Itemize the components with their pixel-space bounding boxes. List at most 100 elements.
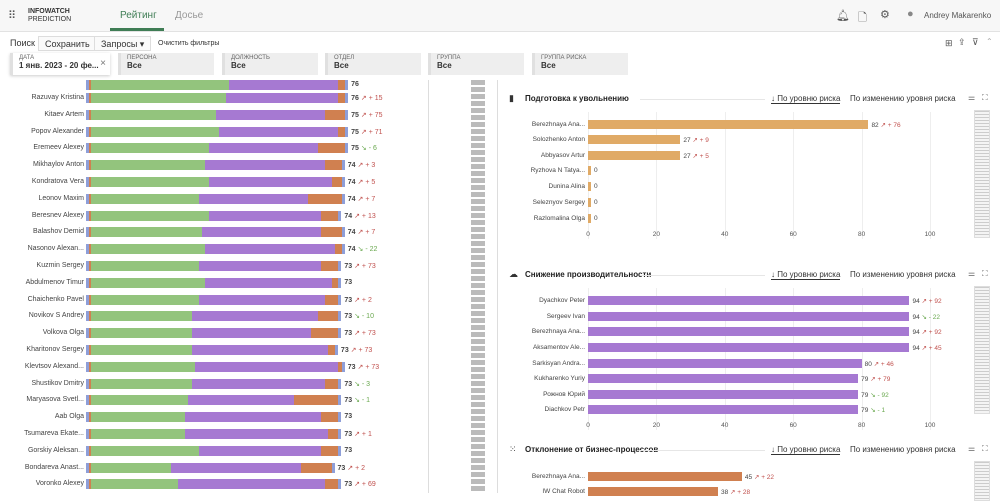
rating-scrollbar[interactable]	[471, 80, 485, 493]
bar[interactable]	[588, 182, 591, 191]
bar[interactable]	[588, 120, 869, 129]
expand-icon[interactable]: ⛶	[982, 269, 988, 278]
rating-row[interactable]: Balashov Demid 74 ↗ + 7	[33, 227, 376, 238]
bar-label: Berezhnaya Ana...	[531, 473, 585, 480]
sort-by-level[interactable]: ↓ По уровню риска	[771, 94, 841, 104]
collapse-icon[interactable]: ⌃	[986, 37, 993, 46]
segment-lead	[89, 227, 91, 238]
chart-scroll-preview[interactable]	[974, 286, 990, 414]
bar[interactable]	[588, 198, 591, 207]
trend-down-icon: ↘	[360, 145, 367, 153]
tab-rating[interactable]: Рейтинг	[120, 10, 157, 21]
bar[interactable]	[588, 327, 910, 336]
segment-lead	[86, 126, 89, 137]
sort-by-level[interactable]: ↓ По уровню риска	[771, 270, 841, 280]
sort-by-change[interactable]: По изменению уровня риска	[850, 445, 956, 454]
bar[interactable]	[588, 166, 591, 175]
bar[interactable]	[588, 487, 718, 496]
queries-dropdown[interactable]: Запросы ▾	[94, 36, 152, 51]
rating-row[interactable]: Abdulmenov Timur 73	[25, 277, 353, 288]
bar-label: Diachkov Petr	[544, 406, 585, 413]
rating-row[interactable]: Maryasova Svetl... 73 ↘ - 1	[26, 395, 371, 406]
settings-sliders-icon[interactable]: ⚌	[968, 444, 976, 453]
bar[interactable]	[588, 151, 681, 160]
filter-2[interactable]: ДОЛЖНОСТЬ Все	[222, 53, 318, 75]
rating-row[interactable]: Kondratova Vera 74 ↗ + 5	[31, 177, 376, 187]
expand-icon[interactable]: ⛶	[982, 444, 988, 453]
rating-row[interactable]: Kuzmin Sergey 73 ↗ + 73	[36, 261, 376, 271]
segment-lead	[89, 109, 91, 120]
bar[interactable]	[588, 214, 591, 223]
filter-4[interactable]: ГРУППА Все	[428, 53, 524, 75]
rating-row[interactable]: Mikhaylov Anton 74 ↗ + 3	[33, 160, 376, 171]
layout-icon[interactable]: ⊞	[945, 38, 953, 48]
filter-1[interactable]: ПЕРСОНА Все	[118, 53, 214, 75]
rating-row[interactable]: Chaichenko Pavel 73 ↗ + 2	[27, 294, 372, 305]
rating-row[interactable]: Kitaev Artem 75 ↗ + 75	[44, 109, 383, 120]
segment-lead	[89, 361, 91, 372]
sort-by-level[interactable]: ↓ По уровню риска	[771, 445, 841, 455]
rating-row[interactable]: Razuvay Kristina 76 ↗ + 15	[31, 93, 383, 103]
rating-row[interactable]: Popov Alexander 75 ↗ + 71	[31, 126, 383, 137]
rating-row[interactable]: 76	[0, 80, 420, 92]
rating-row[interactable]: Kharitonov Sergey 73 ↗ + 73	[26, 345, 373, 355]
rating-row[interactable]: Nasonov Alexan... 74 ↘ - 22	[27, 244, 378, 255]
user-avatar-icon[interactable]: ●	[907, 8, 914, 20]
rating-row[interactable]: Beresnev Alexey 74 ↗ + 13	[31, 210, 376, 221]
segment-lead	[86, 193, 89, 204]
filter-3[interactable]: ОТДЕЛ Все	[325, 53, 421, 75]
settings-sliders-icon[interactable]: ⚌	[968, 93, 976, 102]
settings-sliders-icon[interactable]: ⚌	[968, 269, 976, 278]
filter-5[interactable]: ГРУППА РИСКА Все	[532, 53, 628, 75]
score-label: 73 ↗ + 73	[347, 363, 380, 371]
segment-green	[91, 412, 185, 423]
score-label: 76	[351, 81, 359, 88]
rating-row[interactable]: Voronko Alexey 73 ↗ + 69	[35, 479, 376, 490]
bar-value: 80 ↗ + 46	[864, 361, 894, 368]
document-icon[interactable]: 🗋	[858, 12, 867, 24]
export-icon[interactable]: ⇪	[958, 37, 966, 47]
gridline	[861, 112, 863, 239]
chart-scroll-preview[interactable]	[974, 461, 990, 501]
sort-by-change[interactable]: По изменению уровня риска	[850, 94, 956, 103]
tab-dossier[interactable]: Досье	[175, 10, 204, 21]
sort-by-change[interactable]: По изменению уровня риска	[850, 270, 956, 279]
rating-row[interactable]: Novikov S Andrey 73 ↘ - 10	[28, 311, 374, 322]
rating-row[interactable]: Bondareva Anast... 73 ↗ + 2	[24, 462, 366, 473]
bar[interactable]	[588, 296, 910, 305]
bar[interactable]	[588, 374, 859, 383]
filter-icon[interactable]: ⊽	[972, 37, 979, 47]
expand-icon[interactable]: ⛶	[982, 93, 988, 102]
rating-row[interactable]: Leonov Maxim 74 ↗ + 7	[38, 193, 376, 204]
clear-filters-button[interactable]: Очистить фильтры	[158, 40, 220, 47]
bar[interactable]	[588, 312, 910, 321]
rating-row[interactable]: Tsumareva Ekate... 73 ↗ + 1	[24, 429, 372, 439]
bar[interactable]	[588, 472, 742, 481]
rating-row[interactable]: Volkova Olga 73 ↗ + 73	[42, 328, 376, 339]
bell-icon[interactable]: 🔔︎	[836, 10, 850, 22]
rating-row[interactable]: Aab Olga 73	[54, 412, 353, 423]
rating-row[interactable]: Gorskiy Aleksan... 73	[27, 445, 353, 456]
bar[interactable]	[588, 343, 910, 352]
filter-0[interactable]: ДАТА 1 янв. 2023 - 20 фе... ×	[10, 53, 110, 75]
rating-row[interactable]: Shustikov Dmitry 73 ↘ - 3	[31, 378, 371, 389]
x-tick-label: 100	[924, 231, 936, 238]
bar[interactable]	[588, 359, 862, 368]
rating-row[interactable]: Eremeev Alexey 75 ↘ - 6	[33, 143, 377, 154]
segment-tail	[341, 244, 345, 255]
gear-icon[interactable]: ⚙	[880, 9, 890, 21]
save-button[interactable]: Сохранить	[38, 36, 97, 51]
bar[interactable]	[588, 390, 859, 399]
clear-date-icon[interactable]: ×	[100, 58, 106, 69]
segment-green	[91, 328, 192, 339]
search-label[interactable]: Поиск	[10, 38, 35, 48]
chart-scroll-preview[interactable]	[974, 110, 990, 238]
segment-orange	[331, 177, 342, 187]
gridline	[861, 288, 863, 430]
rating-row[interactable]: Klevtsov Alexand... 73 ↗ + 73	[24, 361, 380, 372]
apps-grid-icon[interactable]: ⠿	[8, 10, 17, 22]
bar[interactable]	[588, 135, 681, 144]
bar[interactable]	[588, 405, 859, 414]
user-name[interactable]: Andrey Makarenko	[924, 11, 992, 20]
segment-lead	[86, 445, 89, 456]
